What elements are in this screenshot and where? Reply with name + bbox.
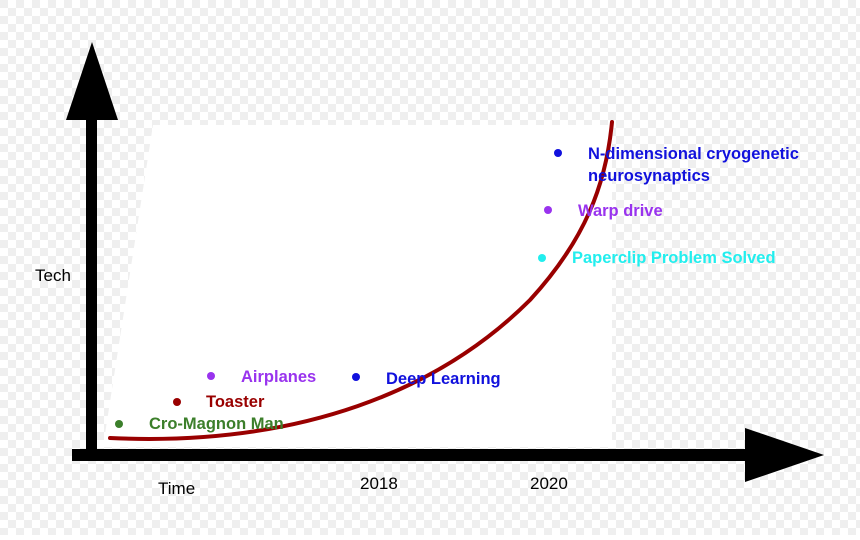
y-axis-arrowhead [66,42,118,120]
event-label-line-2: neurosynaptics [588,167,710,185]
event-toaster: Toaster [173,393,265,411]
plot-panel [103,125,612,447]
event-deep-learning: Deep Learning [352,370,501,388]
x-axis-arrowhead [745,428,824,482]
y-axis-line [86,115,97,461]
event-label: Deep Learning [386,370,501,388]
event-marker [115,420,123,428]
event-warp-drive: Warp drive [544,202,663,220]
event-label: Airplanes [241,368,316,386]
event-label: Paperclip Problem Solved [572,249,776,267]
event-airplanes: Airplanes [207,368,316,386]
event-marker [352,373,360,381]
exponential-growth-curve [108,120,614,441]
event-marker [207,372,215,380]
event-paperclip-problem-solved: Paperclip Problem Solved [538,249,776,267]
event-n-dimensional-cryogenetic-neurosynaptics: N-dimensional cryogenetic neurosynaptics [554,145,799,185]
event-marker [173,398,181,406]
event-label-line-1: N-dimensional cryogenetic [588,145,799,163]
event-label: Warp drive [578,202,663,220]
event-marker [538,254,546,262]
event-label: Toaster [206,393,265,411]
x-tick-label: 2020 [530,474,568,493]
event-cro-magnon-man: Cro-Magnon Man [115,415,284,433]
event-marker [554,149,562,157]
y-axis-label: Tech [35,266,71,285]
event-label: Cro-Magnon Man [149,415,284,433]
x-axis-label: Time [158,479,195,498]
x-tick-label: 2018 [360,474,398,493]
x-axis-line [72,449,760,461]
event-marker [544,206,552,214]
